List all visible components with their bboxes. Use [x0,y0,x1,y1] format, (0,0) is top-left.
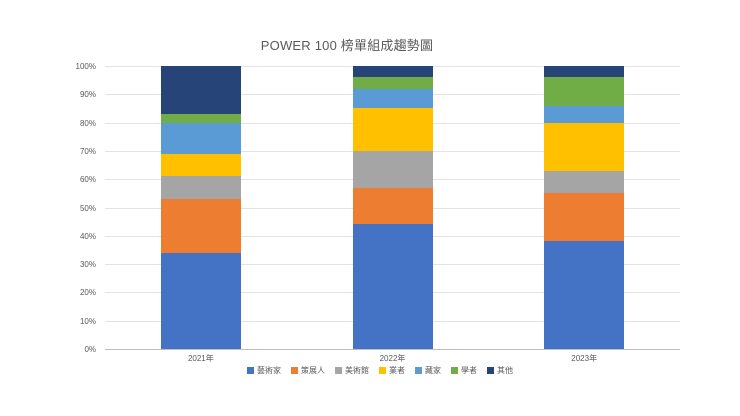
legend-item: 美術館 [335,365,369,376]
y-tick-label: 60% [79,175,96,184]
legend-swatch-icon [247,367,254,374]
bar-slot [105,66,297,349]
y-axis: 100% 90% 80% 70% 60% 50% 40% 30% 20% 10% 0% [0,62,96,354]
legend-label: 學者 [461,366,477,375]
bar-segment [352,108,433,151]
legend-label: 其他 [497,366,513,375]
chart-title: POWER 100 榜單組成趨勢圖 [260,38,434,53]
y-tick-label: 10% [79,317,96,326]
legend-item: 藏家 [415,365,441,376]
x-axis-line [105,349,680,350]
y-tick-label: 100% [75,62,96,71]
legend-item: 藝術家 [247,365,281,376]
bar-segment [160,252,241,349]
bar-segment [160,122,241,154]
bar-segment [544,77,625,106]
bar-slot [488,66,680,349]
bars-container [105,66,680,349]
stacked-bar [160,66,241,349]
legend-swatch-icon [291,367,298,374]
bar-segment [352,224,433,349]
x-axis: 2021年 2022年 2023年 [105,353,680,364]
legend-label: 策展人 [301,366,325,375]
bar-segment [352,66,433,78]
bar-segment [544,170,625,194]
legend-item: 策展人 [291,365,325,376]
bar-segment [160,176,241,200]
y-tick-label: 0% [84,345,96,354]
legend-label: 業者 [389,366,405,375]
x-tick-label: 2023年 [571,354,598,363]
y-tick-label: 40% [79,232,96,241]
stacked-bar [352,66,433,349]
legend-label: 藏家 [425,366,441,375]
legend: 藝術家 策展人 美術館 業者 藏家 學者 其他 [0,365,740,376]
bar-segment [160,199,241,253]
y-tick-label: 70% [79,147,96,156]
bar-segment [160,66,241,115]
bar-segment [352,88,433,109]
bar-slot [297,66,489,349]
bar-segment [352,77,433,89]
legend-swatch-icon [415,367,422,374]
bar-segment [544,66,625,78]
stacked-bar [544,66,625,349]
y-tick-label: 90% [79,90,96,99]
plot-area [105,66,680,350]
bar-segment [352,187,433,225]
y-tick-label: 30% [79,260,96,269]
bar-segment [544,241,625,349]
bar-segment [544,122,625,171]
bar-segment [544,105,625,123]
bar-segment [352,150,433,188]
legend-item: 其他 [487,365,513,376]
x-tick-label: 2022年 [379,354,406,363]
bar-segment [544,193,625,242]
legend-label: 藝術家 [257,366,281,375]
legend-item: 學者 [451,365,477,376]
legend-swatch-icon [335,367,342,374]
legend-item: 業者 [379,365,405,376]
x-tick-label: 2021年 [187,354,214,363]
bar-segment [160,114,241,123]
legend-label: 美術館 [345,366,369,375]
bar-segment [160,153,241,177]
y-tick-label: 20% [79,288,96,297]
y-tick-label: 50% [79,204,96,213]
legend-swatch-icon [487,367,494,374]
y-tick-label: 80% [79,119,96,128]
legend-swatch-icon [379,367,386,374]
legend-swatch-icon [451,367,458,374]
